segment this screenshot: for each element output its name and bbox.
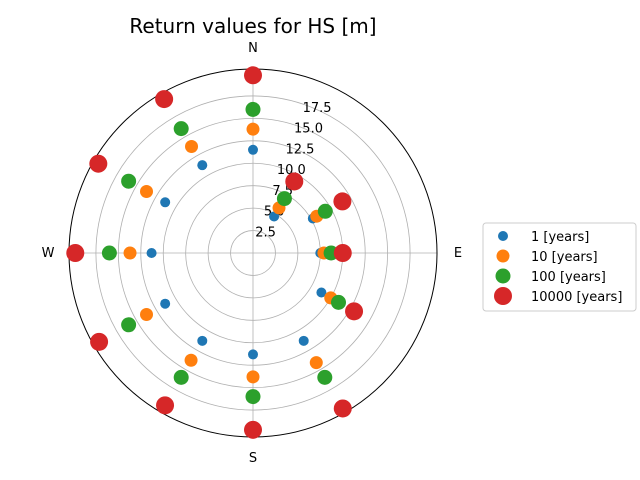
data-point	[246, 122, 260, 136]
data-point	[146, 248, 157, 258]
legend-marker	[494, 287, 512, 305]
data-point	[155, 90, 174, 109]
direction-label-e: E	[454, 246, 462, 261]
data-point	[316, 287, 327, 298]
data-point	[246, 370, 260, 384]
data-point	[184, 353, 198, 367]
data-point	[140, 307, 154, 321]
data-point	[244, 420, 262, 439]
radial-tick-label: 15.0	[294, 122, 323, 137]
data-point	[317, 369, 333, 385]
data-point	[244, 66, 262, 85]
data-point	[245, 101, 261, 117]
direction-label-w: W	[42, 246, 55, 261]
data-point	[123, 246, 137, 260]
data-point	[269, 211, 280, 222]
data-point	[90, 332, 109, 351]
legend-label: 100 [years]	[531, 270, 606, 285]
data-point	[317, 203, 333, 219]
data-point	[331, 294, 347, 310]
legend-marker	[496, 249, 510, 263]
radial-tick-label: 2.5	[255, 225, 276, 240]
direction-label-s: S	[249, 451, 257, 466]
data-point	[89, 154, 108, 173]
data-point	[160, 197, 171, 208]
direction-label-n: N	[248, 41, 258, 56]
legend: 1 [years] 10 [years] 100 [years] 10000 [yea…	[482, 222, 637, 312]
legend-marker	[495, 268, 511, 284]
data-point	[298, 335, 309, 346]
data-point	[121, 173, 137, 189]
data-point	[245, 389, 261, 405]
data-point	[345, 302, 364, 321]
data-point	[197, 335, 208, 346]
data-point	[101, 245, 117, 261]
data-point	[248, 144, 258, 155]
legend-label: 10 [years]	[531, 250, 598, 265]
data-point	[285, 172, 304, 191]
data-point	[276, 191, 292, 207]
legend-label: 10000 [years]	[531, 290, 622, 305]
data-point	[333, 399, 352, 418]
chart-title: Return values for HS [m]	[129, 14, 376, 38]
data-point	[173, 121, 189, 137]
data-point	[333, 244, 352, 262]
legend-box	[482, 222, 637, 312]
data-point	[333, 192, 352, 211]
radial-tick-label: 12.5	[285, 142, 314, 157]
data-point	[173, 369, 189, 385]
data-point	[121, 317, 137, 333]
legend-label: 1 [years]	[531, 230, 589, 245]
data-point	[156, 396, 175, 415]
data-points	[66, 66, 364, 439]
data-point	[66, 244, 85, 262]
data-point	[248, 349, 258, 360]
data-point	[197, 160, 208, 171]
data-point	[309, 356, 323, 370]
radial-tick-label: 17.5	[303, 101, 332, 116]
data-point	[160, 298, 171, 309]
direction-labels: N E S W	[42, 41, 463, 466]
data-point	[140, 185, 154, 199]
legend-marker	[498, 231, 508, 241]
data-point	[185, 140, 199, 154]
